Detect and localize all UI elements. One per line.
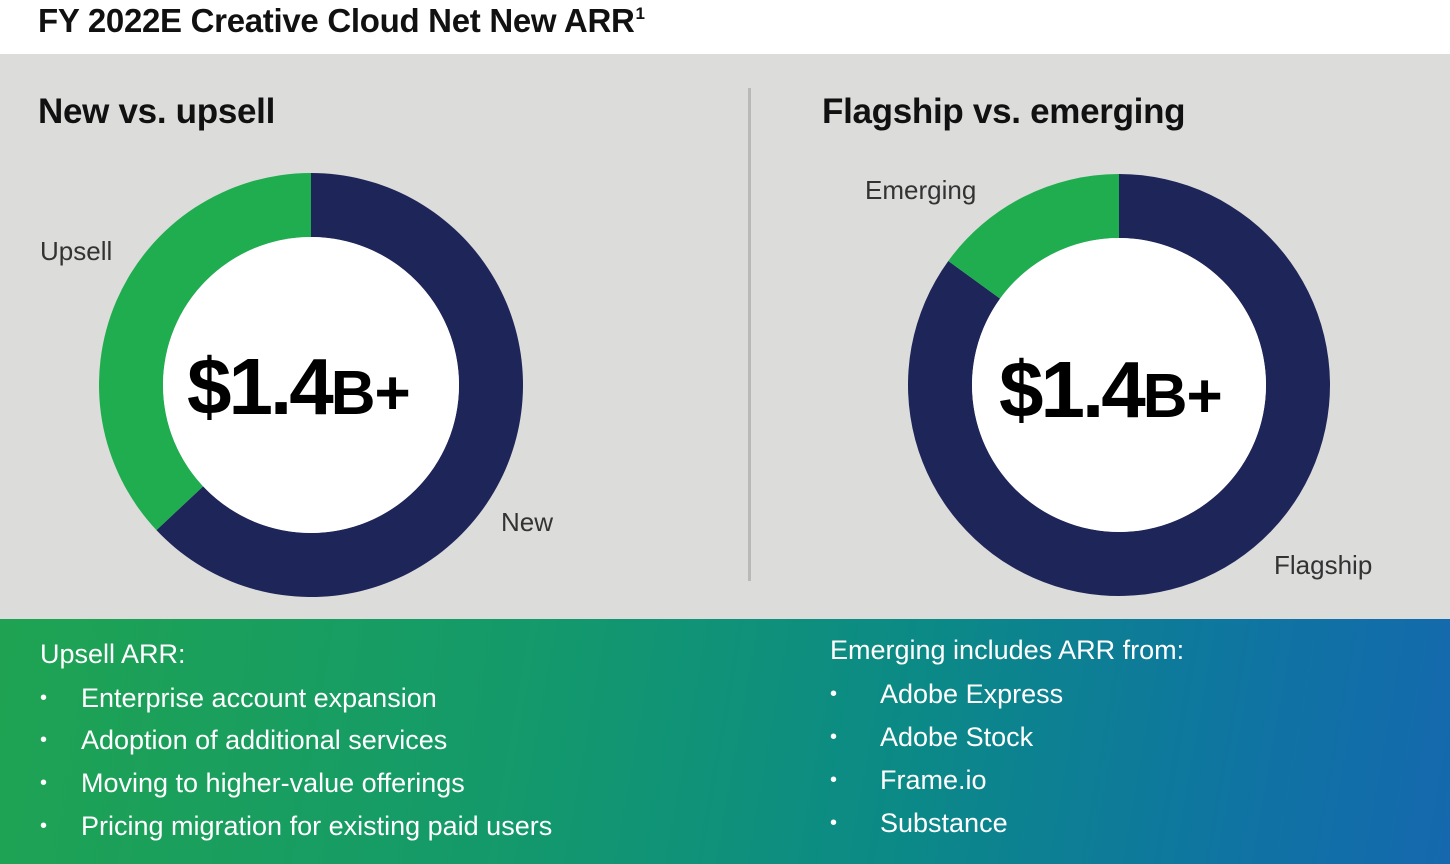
donut-hole [972, 238, 1266, 532]
chart-title-flagship-vs-emerging: Flagship vs. emerging [822, 92, 1186, 131]
notes-right-heading: Emerging includes ARR from: [830, 635, 1185, 665]
donut-slice-emerging [948, 174, 1119, 299]
chart-title-new-vs-upsell: New vs. upsell [38, 92, 276, 131]
title-footnote-marker: 1 [635, 4, 645, 23]
center-value-new-vs-upsell: $1.4B+ [187, 342, 411, 431]
center-value-flagship-vs-emerging: $1.4B+ [999, 345, 1223, 434]
donut-slice-new [156, 173, 523, 597]
donut-slice-flagship [908, 174, 1330, 596]
title-bar: FY 2022E Creative Cloud Net New ARR1 [0, 0, 1450, 54]
slice-label-flagship: Flagship [1274, 550, 1373, 580]
slice-label-new: New [501, 507, 554, 537]
page-title: FY 2022E Creative Cloud Net New ARR1 [38, 2, 645, 39]
slice-label-emerging: Emerging [865, 175, 977, 205]
panel-divider [748, 88, 751, 581]
notes-band: Upsell ARR: • Enterprise account expansio… [0, 619, 1450, 864]
slice-label-upsell: Upsell [40, 236, 113, 266]
notes-left-heading: Upsell ARR: [40, 639, 186, 669]
donut-slice-upsell [98, 173, 311, 531]
donut-hole [163, 237, 459, 533]
